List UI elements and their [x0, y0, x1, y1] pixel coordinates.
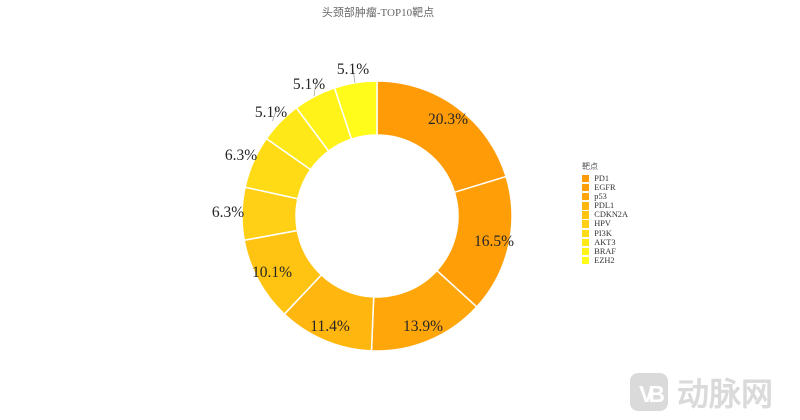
svg-text:动脉网: 动脉网: [677, 376, 773, 412]
